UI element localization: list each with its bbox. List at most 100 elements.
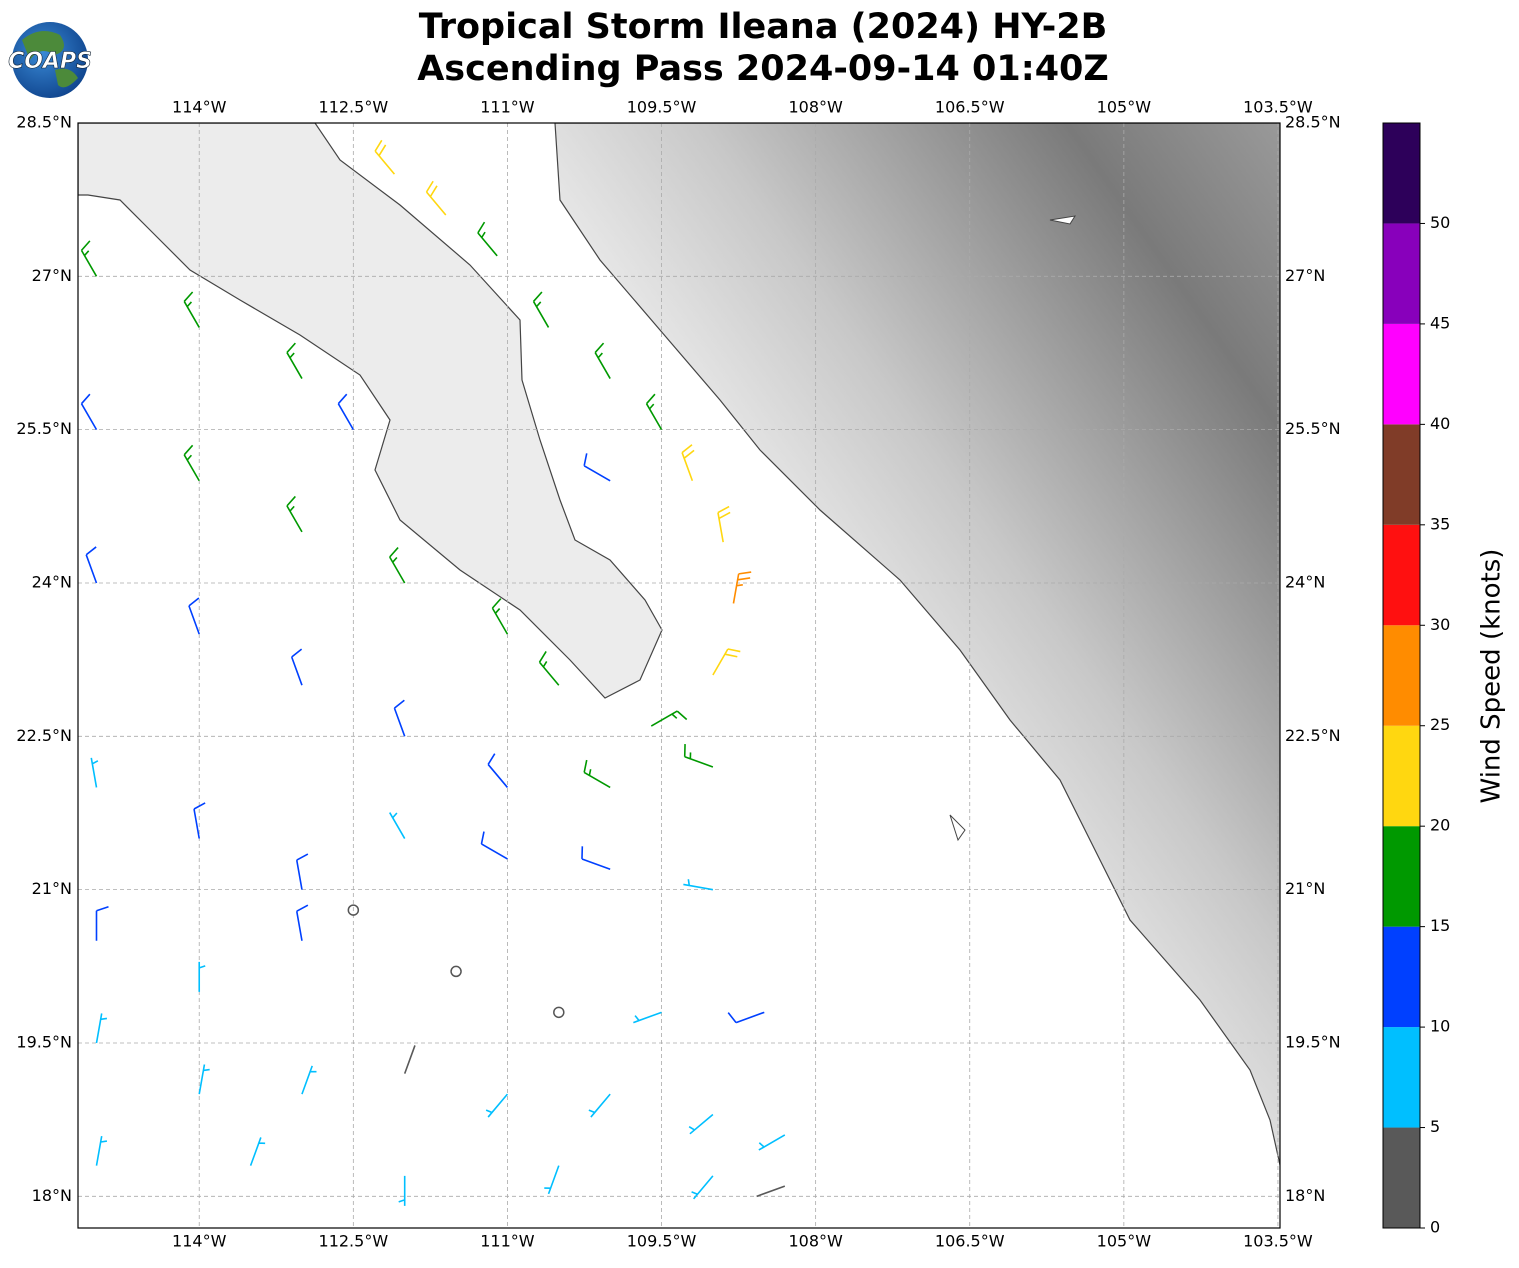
wind-barb [80, 240, 98, 277]
basemap [78, 123, 1280, 1228]
y-tick-label: 22.5°N [16, 726, 72, 745]
wind-barbs [80, 139, 786, 1206]
wind-barb [594, 342, 611, 379]
wind-barb [95, 1135, 108, 1166]
wind-barb [583, 453, 611, 482]
wind-barb [477, 221, 498, 257]
colorbar-segment [1383, 524, 1420, 626]
wind-barb [583, 759, 611, 789]
wind-barb [398, 1175, 406, 1206]
wind-barb [538, 651, 560, 686]
y-tick-label: 24°N [32, 572, 72, 591]
x-tick-label: 108°W [788, 1232, 843, 1251]
y-tick-label: 18°N [1285, 1186, 1325, 1205]
wind-barb [183, 291, 200, 328]
colorbar-segment [1383, 323, 1420, 425]
x-tick-label: 103.5°W [1243, 1232, 1313, 1251]
x-tick-label: 112.5°W [319, 98, 389, 117]
wind-barb [193, 802, 206, 839]
colorbar-tick-label: 45 [1430, 313, 1450, 332]
x-tick-label: 109.5°W [627, 98, 697, 117]
wind-barb [393, 699, 406, 737]
wind-barb [683, 879, 714, 891]
calm-circle [553, 1006, 565, 1019]
colorbar-tick-label: 25 [1430, 715, 1450, 734]
colorbar-tick-label: 40 [1430, 414, 1450, 433]
colorbar: 0 5 10 15 20 25 30 35 40 45 50 [1382, 122, 1450, 1237]
wind-barb [80, 393, 98, 431]
colorbar-tick-label: 30 [1430, 615, 1450, 634]
wind-barb [633, 1011, 662, 1024]
logo: COAPS [8, 22, 92, 98]
logo-land [22, 31, 78, 88]
logo-text: COAPS [8, 49, 92, 74]
wind-barb [95, 1013, 108, 1044]
wind-barb [491, 598, 509, 635]
colorbar-segment [1383, 725, 1420, 827]
wind-barb [683, 744, 714, 768]
grid [78, 122, 1280, 1228]
wind-barb [249, 1137, 266, 1166]
wind-barb [295, 904, 309, 941]
island [949, 215, 1077, 842]
wind-barb [480, 831, 508, 860]
colorbar-tick-label: 0 [1430, 1218, 1440, 1237]
x-tick-label: 111°W [480, 1232, 535, 1251]
baja-land [78, 123, 663, 699]
colorbar-tick-label: 50 [1430, 213, 1450, 232]
wind-barb [485, 1093, 509, 1118]
colorbar-tick-label: 5 [1430, 1117, 1440, 1136]
colorbar-tick-label: 20 [1430, 816, 1450, 835]
x-tick-label: 105°W [1097, 1232, 1152, 1251]
wind-barb [95, 906, 109, 941]
colorbar-segment [1383, 926, 1420, 1028]
wind-barb [286, 342, 303, 379]
wind-barb [374, 139, 396, 175]
wind-barb [717, 505, 731, 543]
wind-barb [403, 1045, 416, 1074]
colorbar-segment [1383, 1127, 1420, 1228]
calm-circle [347, 904, 360, 916]
x-tick-label: 109.5°W [627, 1232, 697, 1251]
x-tick-label: 114°W [172, 1232, 227, 1251]
wind-barb [337, 393, 355, 431]
colorbar-tick-label: 10 [1430, 1017, 1450, 1036]
wind-barb [188, 597, 200, 635]
wind-barb [389, 547, 406, 584]
wind-barb [198, 1064, 210, 1095]
wind-barb [732, 571, 752, 604]
wind-barb [90, 757, 99, 788]
colorbar-tick-label: 15 [1430, 916, 1450, 935]
wind-barb [286, 495, 303, 533]
x-tick-label: 106.5°W [935, 98, 1005, 117]
wind-barb [681, 444, 695, 482]
x-tick-label: 108°W [788, 98, 843, 117]
colorbar-segment [1383, 625, 1420, 726]
wind-barb [389, 812, 406, 839]
wind-barb [301, 1065, 317, 1095]
wind-barb [727, 1011, 765, 1024]
x-tick-label: 111°W [480, 98, 535, 117]
y-tick-label: 28.5°N [1285, 113, 1341, 132]
y-tick-label: 25.5°N [1285, 419, 1341, 438]
colorbar-segment [1383, 424, 1420, 525]
y-tick-label: 27°N [32, 266, 72, 285]
x-tick-label: 112.5°W [319, 1232, 389, 1251]
y-tick-label: 25.5°N [16, 419, 72, 438]
y-tick-label: 28.5°N [16, 113, 72, 132]
wind-barb [487, 753, 509, 788]
calm-circle [450, 965, 462, 978]
wind-barb [290, 648, 303, 686]
wind-barb [758, 1134, 786, 1151]
colorbar-segment [1383, 223, 1420, 324]
wind-barb [425, 180, 447, 216]
wind-barb [532, 291, 550, 328]
y-tick-label: 27°N [1285, 266, 1325, 285]
map-frame [77, 122, 1281, 1229]
colorbar-frame [1382, 122, 1421, 1229]
title-line: Ascending Pass 2024-09-14 01:40Z [417, 49, 1109, 89]
wind-barb [581, 846, 611, 870]
x-tick-label: 105°W [1097, 98, 1152, 117]
wind-barb [691, 1175, 714, 1200]
